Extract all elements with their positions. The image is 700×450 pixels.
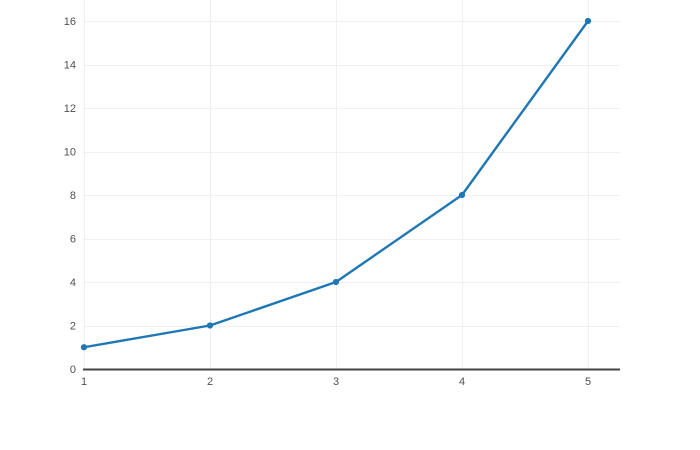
y-tick-label-14: 14 [64,60,76,72]
data-point-marker [80,344,88,351]
y-tick-label-0: 0 [70,364,76,376]
x-tick-label-2: 2 [207,376,213,388]
data-point-marker [332,278,340,286]
y-tick-label-16: 16 [64,16,76,28]
vertical-gridlines [84,0,589,369]
data-point-marker [458,191,466,199]
y-tick-label-8: 8 [70,190,76,202]
y-tick-label-6: 6 [70,234,76,246]
y-tick-label-2: 2 [70,321,76,333]
data-series-markers [80,17,592,351]
data-point-marker [584,17,592,25]
y-axis-tick-labels: 0 2 4 6 8 10 12 14 16 [64,16,76,376]
data-point-marker [206,322,214,329]
x-tick-label-4: 4 [459,376,465,388]
x-tick-label-3: 3 [333,376,339,388]
x-tick-label-1: 1 [81,376,87,388]
y-tick-label-10: 10 [64,147,76,159]
x-tick-label-5: 5 [585,376,591,388]
y-tick-label-12: 12 [64,103,76,115]
x-axis-tick-labels: 1 2 3 4 5 [81,376,591,388]
horizontal-gridlines [83,21,620,327]
y-tick-label-4: 4 [70,277,76,289]
